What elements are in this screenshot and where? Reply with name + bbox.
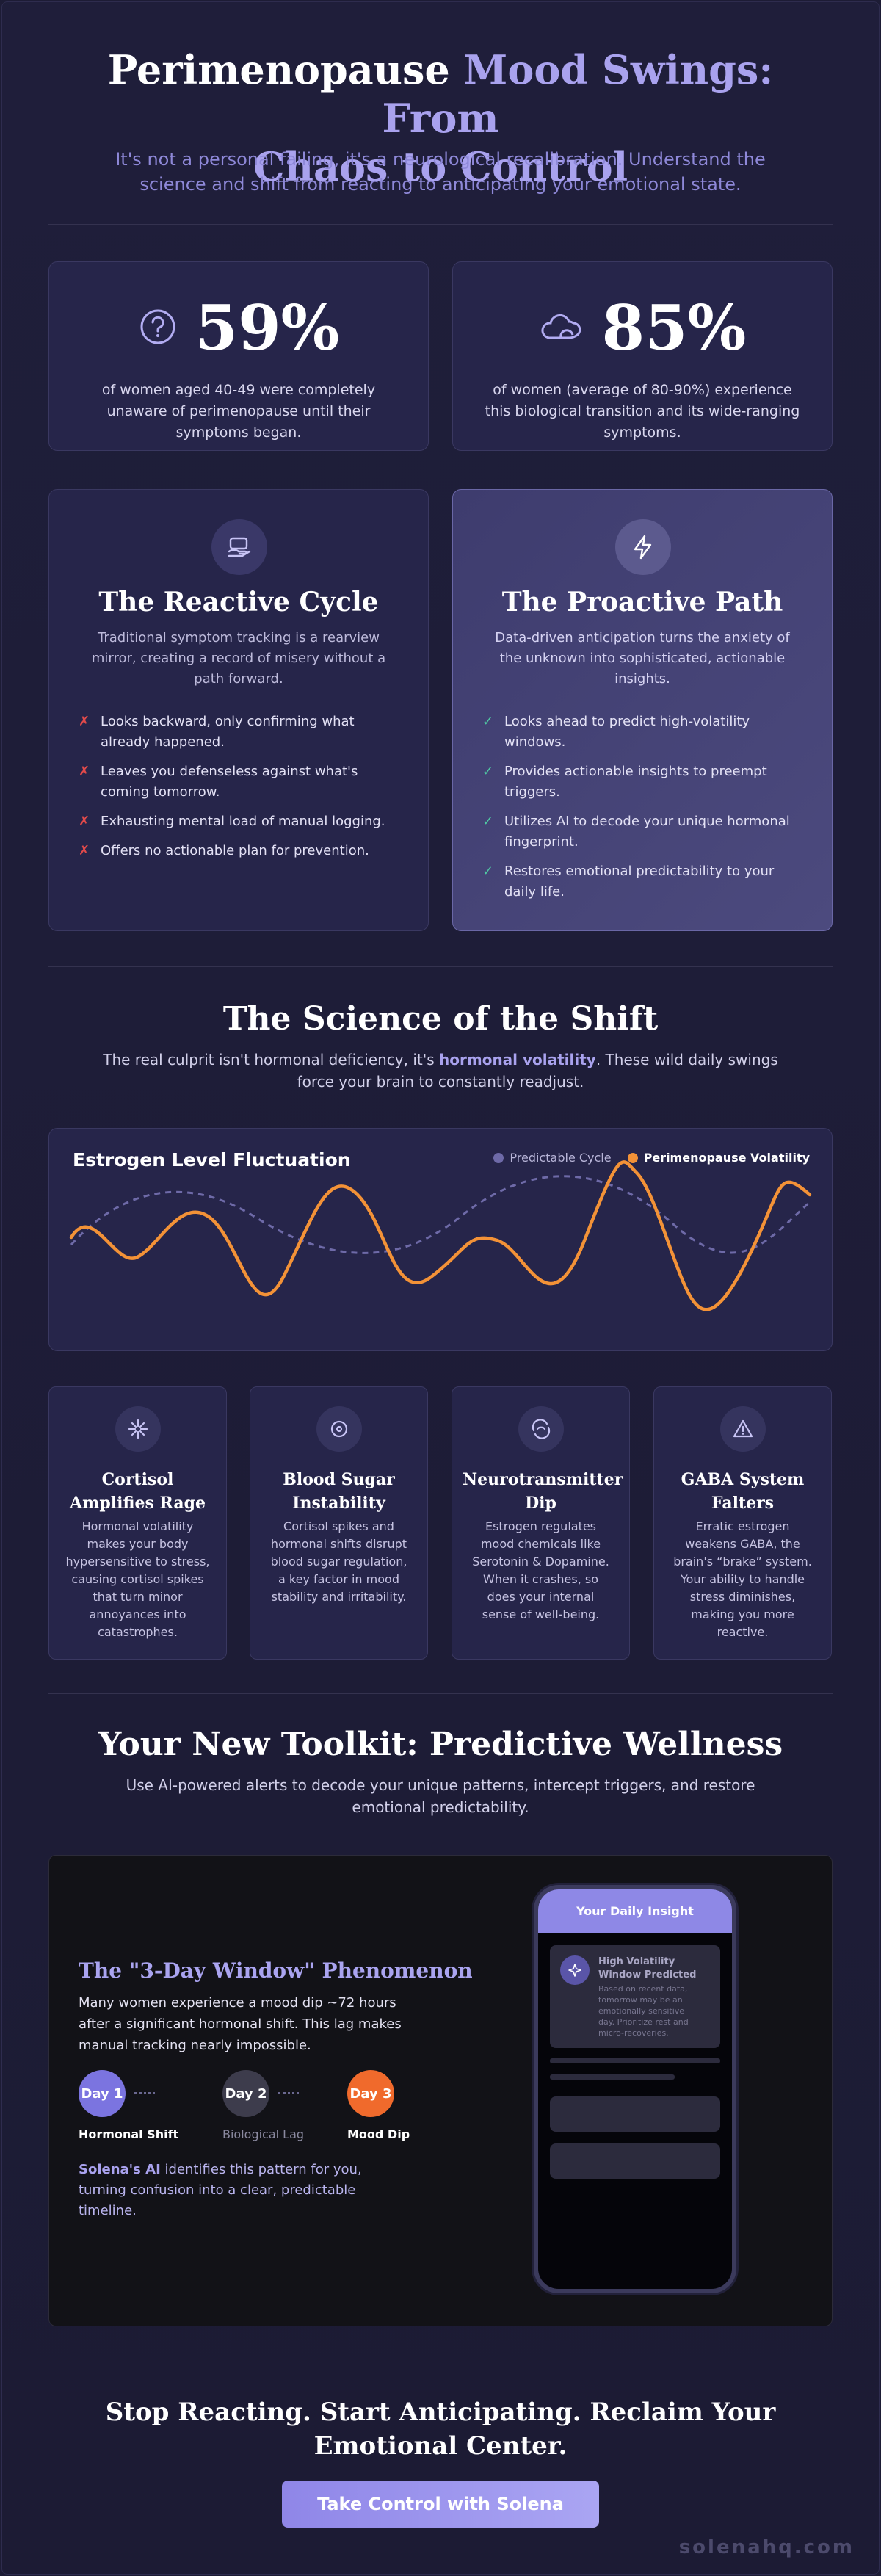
hand-card-icon (211, 519, 267, 575)
series-line-predictable (70, 1175, 811, 1254)
day-2-badge: Day 2 (222, 2070, 269, 2117)
day-1-caption: Hormonal Shift (79, 2127, 179, 2141)
stat-description: of women (average of 80-90%) experience … (485, 382, 800, 441)
list-item: ✓ Restores emotional predictability to yo… (482, 864, 775, 900)
estrogen-chart: Estrogen Level Fluctuation Predictable C… (48, 1128, 833, 1351)
phone-header: Your Daily Insight (538, 1889, 732, 1933)
solena-ai-text: Solena's AI identifies this pattern for … (79, 2162, 362, 2218)
cta-title: Stop Reacting. Start Anticipating. Recla… (105, 2398, 776, 2461)
lightning-icon (615, 519, 671, 575)
factor-title: Cortisol Amplifies Rage (70, 1470, 206, 1513)
brain-swirl-icon (518, 1406, 564, 1452)
proactive-path-card: The Proactive Path Data-driven anticipat… (452, 489, 833, 931)
placeholder-block (550, 2096, 720, 2132)
insight-card: High Volatility Window Predicted Based o… (550, 1945, 720, 2048)
factor-card-cortisol: Cortisol Amplifies Rage Hormonal volatil… (48, 1386, 227, 1660)
science-title: The Science of the Shift (222, 1000, 659, 1038)
take-control-button[interactable]: Take Control with Solena (282, 2481, 599, 2528)
list-item: ✗ Offers no actionable plan for preventio… (79, 843, 369, 858)
reactive-description: Traditional symptom tracking is a rearvi… (91, 630, 386, 687)
factor-text: Erratic estrogen weakens GABA, the brain… (673, 1519, 812, 1639)
factor-card-blood-sugar: Blood Sugar Instability Cortisol spikes … (250, 1386, 428, 1660)
timeline-connector (134, 2092, 155, 2095)
phone-mockup: Your Daily Insight High Volatility Windo… (534, 1885, 736, 2293)
list-item: ✗ Leaves you defenseless against what's c… (79, 764, 358, 800)
science-subtitle: The real culprit isn't hormonal deficien… (103, 1051, 778, 1090)
placeholder-line (550, 2074, 675, 2080)
sparkle-burst-icon (115, 1406, 161, 1452)
warning-icon (720, 1406, 766, 1452)
proactive-title: The Proactive Path (501, 587, 783, 618)
factor-text: Estrogen regulates mood chemicals like S… (472, 1519, 609, 1621)
divider (48, 966, 833, 967)
list-item: ✓ Utilizes AI to decode your unique hormo… (482, 814, 790, 850)
legend-item-volatility: Perimenopause Volatility (627, 1151, 810, 1165)
factor-text: Hormonal volatility makes your body hype… (65, 1519, 210, 1639)
reactive-cycle-card: The Reactive Cycle Traditional symptom t… (48, 489, 429, 931)
stat-value: 59% (195, 292, 340, 364)
phenomenon-title: The "3-Day Window" Phenomenon (79, 1958, 473, 1983)
factor-card-gaba: GABA System Falters Erratic estrogen wea… (653, 1386, 832, 1660)
page-title: Perimenopause Mood Swings: From Chaos to… (107, 46, 774, 190)
toolkit-subtitle: Use AI-powered alerts to decode your uni… (126, 1776, 755, 1816)
proactive-list: ✓ Looks ahead to predict high-volatility … (482, 712, 802, 911)
chart-title: Estrogen Level Fluctuation (73, 1149, 351, 1171)
factor-text: Cortisol spikes and hormonal shifts disr… (270, 1519, 407, 1604)
day-2-caption: Biological Lag (222, 2127, 305, 2141)
page-subtitle: It's not a personal failing, it's a neur… (115, 149, 766, 195)
toolkit-title: Your New Toolkit: Predictive Wellness (98, 1726, 783, 1763)
insight-title: High Volatility Window Predicted (598, 1956, 697, 1980)
list-item: ✓ Looks ahead to predict high-volatility … (482, 714, 750, 750)
coin-icon (316, 1406, 362, 1452)
divider (48, 1693, 833, 1694)
factor-card-neurotransmitter: Neurotransmitter Dip Estrogen regulates … (452, 1386, 630, 1660)
placeholder-line (550, 2058, 720, 2063)
question-icon (138, 307, 178, 350)
list-item: ✓ Provides actionable insights to preempt… (482, 764, 767, 800)
sparkle-icon (560, 1955, 590, 1985)
factor-title: Neurotransmitter Dip (463, 1470, 623, 1513)
list-item: ✗ Looks backward, only confirming what al… (79, 714, 355, 750)
reactive-list: ✗ Looks backward, only confirming what al… (79, 712, 399, 870)
placeholder-block (550, 2143, 720, 2179)
day-3-caption: Mood Dip (347, 2127, 410, 2141)
reactive-title: The Reactive Cycle (98, 587, 379, 618)
legend-item-predictable: Predictable Cycle (493, 1151, 612, 1165)
timeline-connector (278, 2092, 299, 2095)
stat-value: 85% (601, 292, 747, 364)
legend-dot (493, 1153, 504, 1163)
insight-text: Based on recent data, tomorrow may be an… (598, 1984, 689, 2038)
series-line-volatility (69, 1160, 812, 1311)
proactive-description: Data-driven anticipation turns the anxie… (495, 630, 790, 687)
list-item: ✗ Exhausting mental load of manual loggin… (79, 814, 385, 829)
day-3-badge: Day 3 (347, 2070, 394, 2117)
legend-dot (627, 1153, 638, 1163)
phenomenon-text: Many women experience a mood dip ~72 hou… (79, 1995, 402, 2053)
brand-watermark: solenahq.com (678, 2536, 855, 2558)
toolkit-panel: The "3-Day Window" Phenomenon Many women… (48, 1855, 833, 2326)
chart-plot (69, 1160, 812, 1311)
divider (48, 224, 833, 225)
stat-card-59: 59% of women aged 40-49 were completely … (48, 261, 429, 451)
cloud-icon (539, 307, 584, 350)
stat-card-85: 85% of women (average of 80-90%) experie… (452, 261, 833, 451)
chart-legend: Predictable Cycle Perimenopause Volatili… (493, 1151, 810, 1165)
stat-description: of women aged 40-49 were completely unaw… (101, 382, 376, 441)
factor-title: Blood Sugar Instability (283, 1470, 395, 1513)
factor-title: GABA System Falters (681, 1470, 805, 1513)
day-1-badge: Day 1 (79, 2070, 126, 2117)
